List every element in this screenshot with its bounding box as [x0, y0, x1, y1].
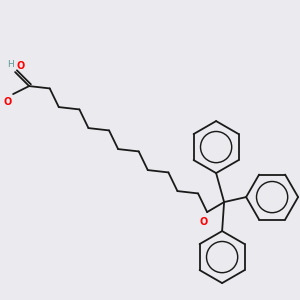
Text: H: H	[7, 60, 14, 69]
Text: O: O	[16, 61, 24, 71]
Text: O: O	[4, 97, 12, 107]
Text: O: O	[200, 217, 208, 227]
